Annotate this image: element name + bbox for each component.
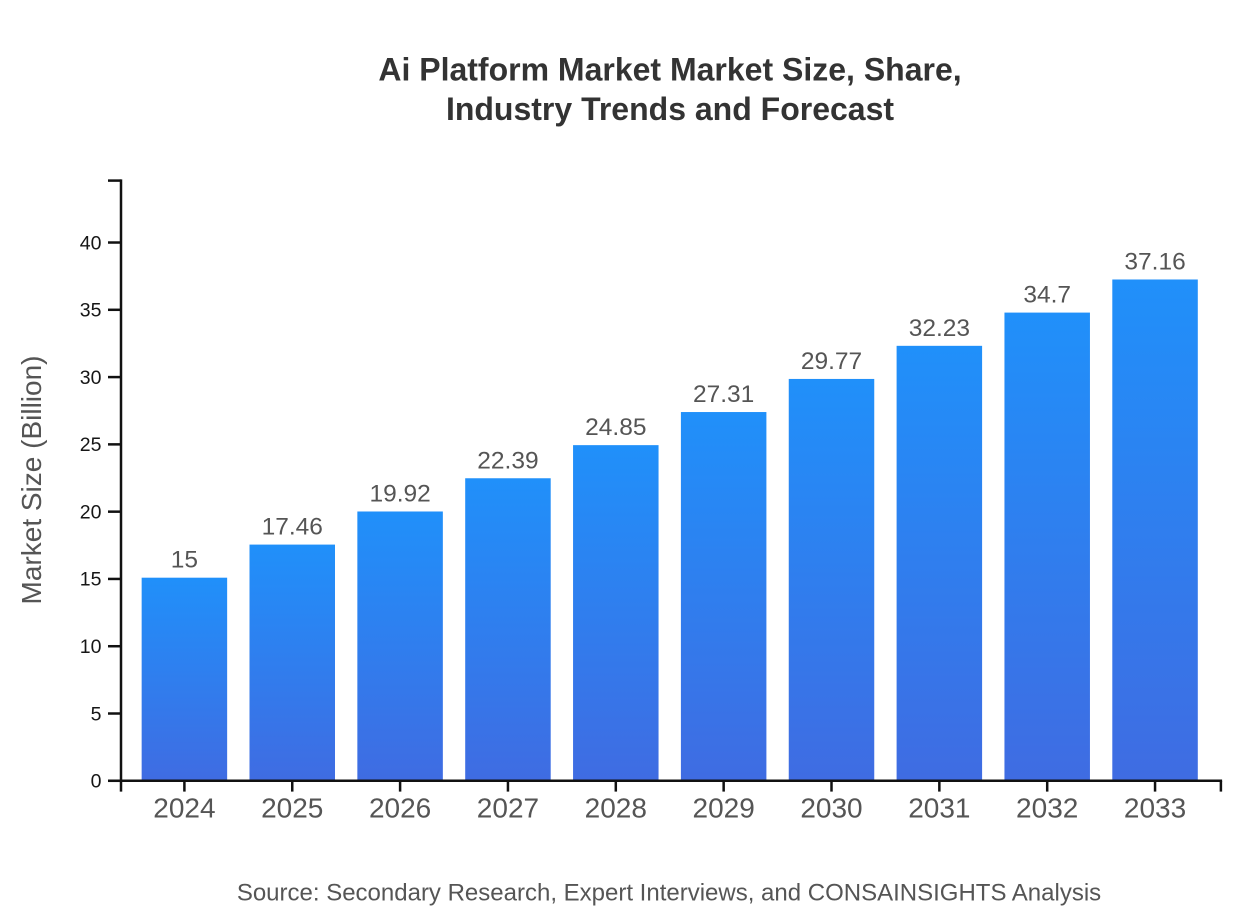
- svg-text:Source: Secondary Research, Ex: Source: Secondary Research, Expert Inter…: [237, 880, 1101, 907]
- svg-text:22.39: 22.39: [477, 447, 538, 474]
- svg-text:34.7: 34.7: [1023, 282, 1071, 309]
- svg-text:2029: 2029: [693, 793, 755, 824]
- svg-text:19.92: 19.92: [369, 480, 430, 507]
- svg-text:2024: 2024: [153, 793, 215, 824]
- svg-text:17.46: 17.46: [262, 514, 323, 541]
- svg-text:37.16: 37.16: [1124, 248, 1185, 275]
- svg-text:5: 5: [91, 703, 102, 725]
- svg-text:Market Size (Billion): Market Size (Billion): [16, 356, 47, 605]
- svg-text:2027: 2027: [477, 793, 539, 824]
- svg-text:30: 30: [80, 367, 102, 389]
- svg-text:40: 40: [80, 232, 102, 254]
- svg-text:2028: 2028: [585, 793, 647, 824]
- svg-text:20: 20: [80, 501, 102, 523]
- svg-text:0: 0: [91, 771, 102, 793]
- svg-text:35: 35: [80, 300, 102, 322]
- svg-text:29.77: 29.77: [801, 348, 862, 375]
- svg-text:Industry Trends and Forecast: Industry Trends and Forecast: [446, 91, 894, 127]
- svg-text:24.85: 24.85: [585, 414, 646, 441]
- svg-text:2030: 2030: [800, 793, 862, 824]
- svg-text:25: 25: [80, 434, 102, 456]
- svg-text:2025: 2025: [261, 793, 323, 824]
- svg-text:Ai Platform Market Market Size: Ai Platform Market Market Size, Share,: [378, 52, 961, 88]
- svg-text:15: 15: [171, 547, 198, 574]
- svg-text:10: 10: [80, 636, 102, 658]
- svg-text:2031: 2031: [908, 793, 970, 824]
- svg-text:27.31: 27.31: [693, 381, 754, 408]
- svg-text:2033: 2033: [1124, 793, 1186, 824]
- svg-text:32.23: 32.23: [909, 315, 970, 342]
- svg-text:15: 15: [80, 569, 102, 591]
- svg-text:2032: 2032: [1016, 793, 1078, 824]
- svg-text:2026: 2026: [369, 793, 431, 824]
